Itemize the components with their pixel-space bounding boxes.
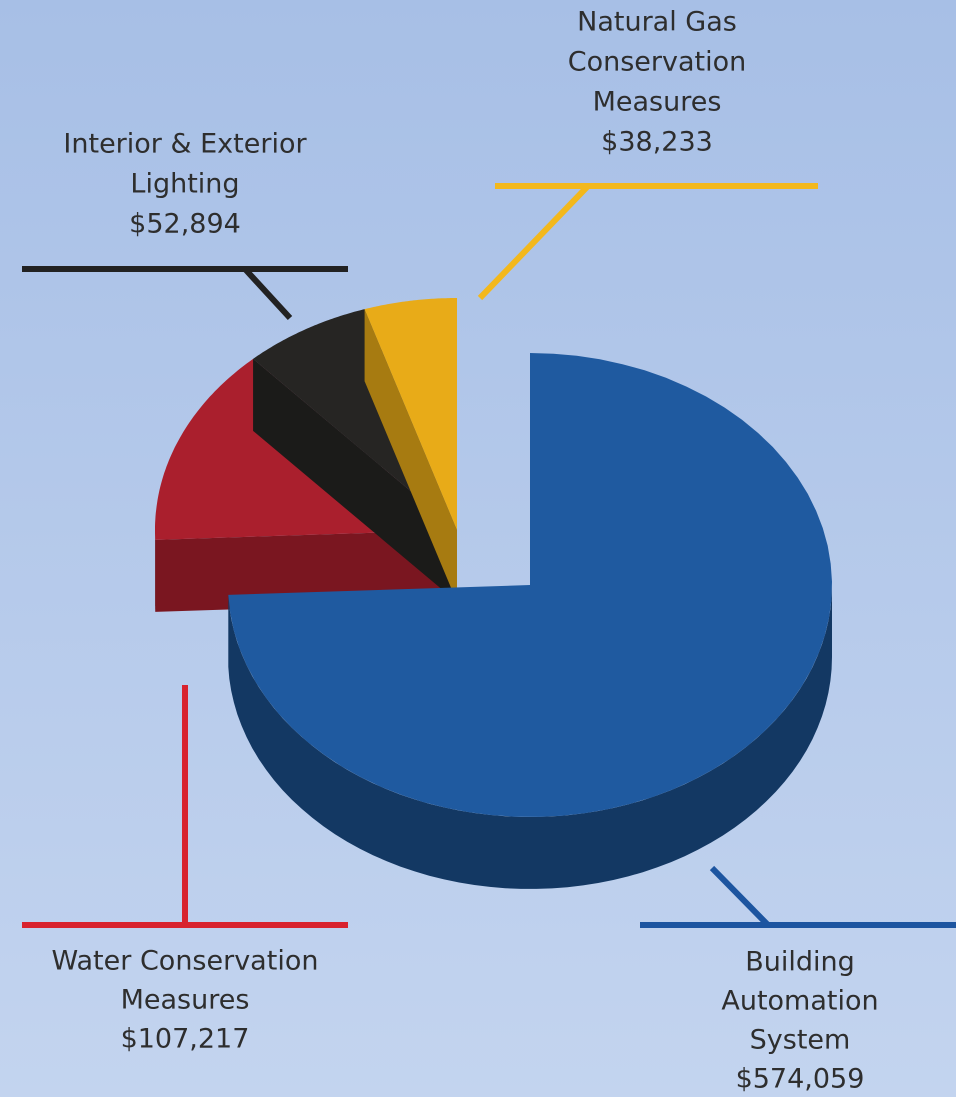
slice-label: Automation	[721, 986, 878, 1017]
slice-label: Lighting	[130, 169, 239, 200]
slice-face	[253, 358, 457, 602]
slice-label: Water Conservation	[52, 946, 319, 977]
leader-line	[22, 685, 348, 928]
slice-label: System	[750, 1025, 851, 1056]
value-label: $52,894	[129, 209, 241, 240]
leader-line	[640, 865, 956, 928]
slice-side	[228, 585, 833, 889]
leader-line	[477, 183, 818, 301]
value-label: $38,233	[601, 127, 713, 158]
leaders	[22, 183, 956, 928]
value-label: $574,059	[736, 1064, 865, 1095]
slice-label: Measures	[593, 87, 722, 118]
slice	[228, 353, 833, 817]
slice-face	[364, 309, 457, 602]
slice-label: Measures	[121, 985, 250, 1016]
slice-label: Interior & Exterior	[63, 129, 307, 160]
slice-label: Natural Gas	[577, 7, 737, 38]
value-label: $107,217	[121, 1024, 250, 1055]
slice	[364, 298, 457, 530]
leader-line	[22, 266, 348, 321]
slice-label: Building	[745, 947, 855, 978]
slice-label: Conservation	[568, 47, 747, 78]
